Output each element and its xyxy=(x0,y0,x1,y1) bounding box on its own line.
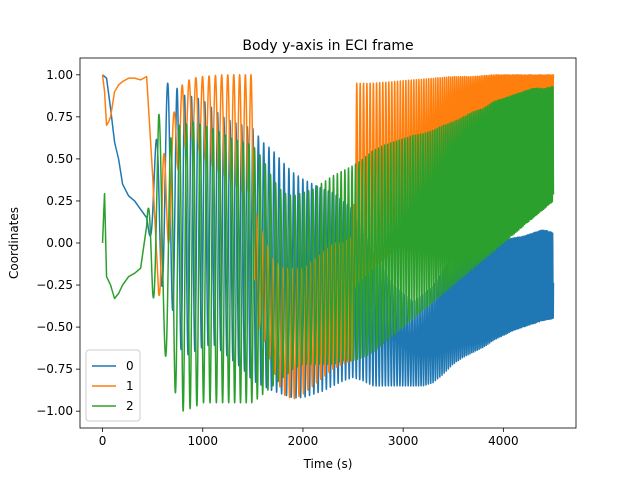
legend: 0 1 2 xyxy=(85,349,141,422)
plot-frame xyxy=(79,57,577,429)
x-tick-label: 1000 xyxy=(187,434,218,448)
y-tick-label: 0.25 xyxy=(46,194,73,208)
y-axis-label: Coordinates xyxy=(7,207,21,279)
series-line-2 xyxy=(101,86,555,412)
legend-label-0: 0 xyxy=(126,359,134,373)
y-tick-label: −0.50 xyxy=(36,320,73,334)
y-tick-label: 0.75 xyxy=(46,110,73,124)
y-tick-label: 1.00 xyxy=(46,68,73,82)
x-tick-label: 0 xyxy=(99,434,107,448)
y-tick-label: −0.25 xyxy=(36,278,73,292)
x-tick-label: 3000 xyxy=(388,434,419,448)
legend-label-1: 1 xyxy=(126,379,134,393)
axis-ticks: 0 1000 2000 3000 4000 −1.00 −0.75 −0.50 −0.25 0.0… xyxy=(36,68,518,448)
x-tick-label: 2000 xyxy=(288,434,319,448)
x-tick-label: 4000 xyxy=(488,434,519,448)
x-axis-label: Time (s) xyxy=(303,457,353,471)
y-tick-label: 0.50 xyxy=(46,152,73,166)
y-tick-label: 0.00 xyxy=(46,236,73,250)
chart-title: Body y-axis in ECI frame xyxy=(242,38,413,54)
series-layer xyxy=(101,74,555,412)
y-tick-label: −1.00 xyxy=(36,404,73,418)
y-tick-label: −0.75 xyxy=(36,362,73,376)
legend-label-2: 2 xyxy=(126,399,134,413)
